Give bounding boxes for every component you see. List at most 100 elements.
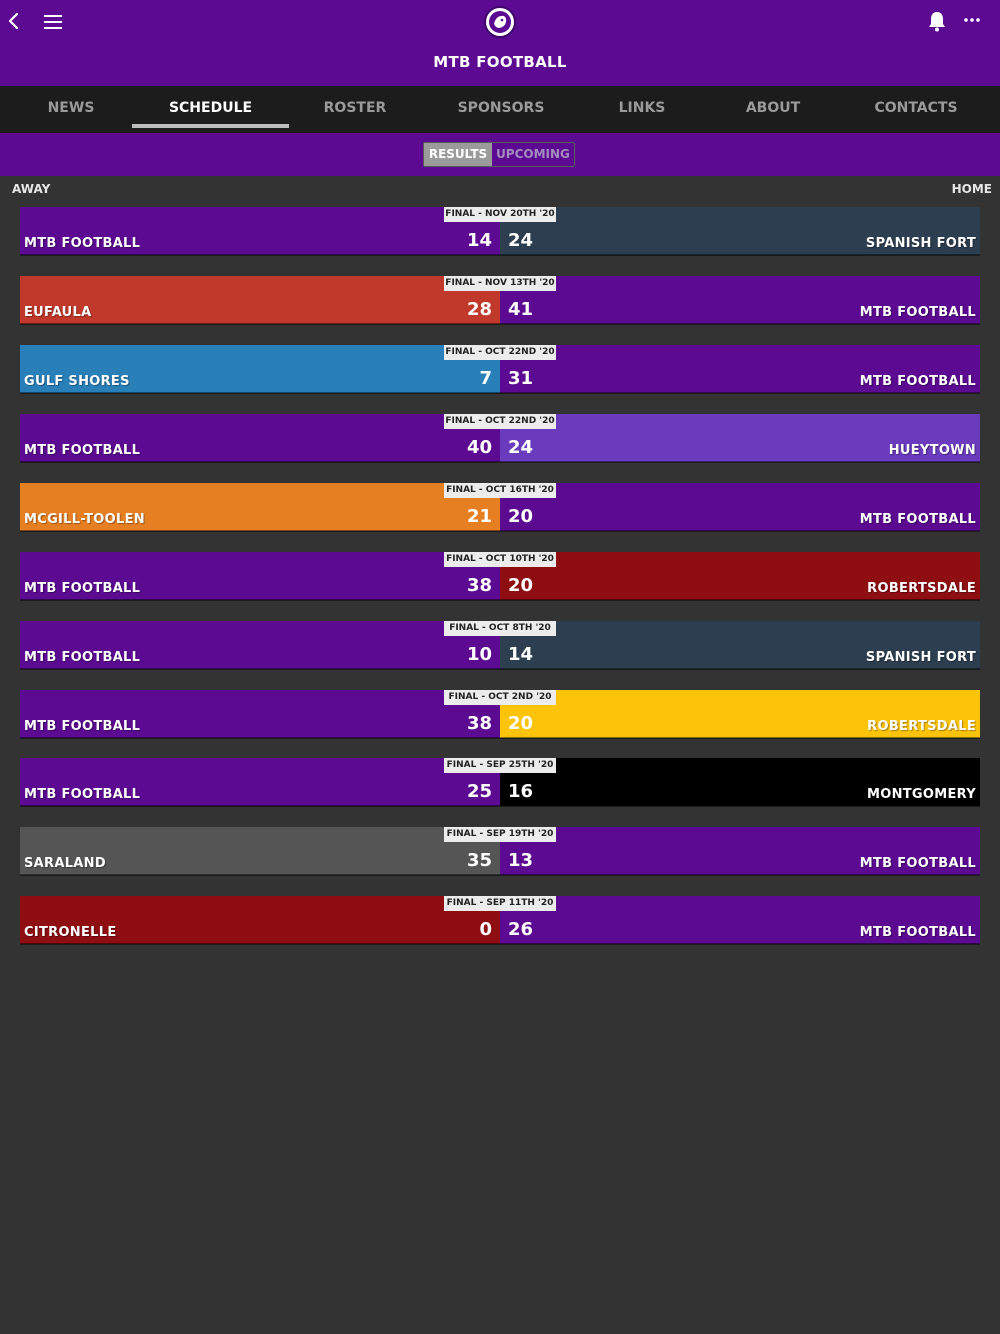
section-tabs: NEWS SCHEDULE ROSTER SPONSORS LINKS ABOU… (0, 86, 1000, 133)
hamburger-menu-icon[interactable] (40, 10, 66, 34)
game-status-badge: FINAL - OCT 16TH '20 (444, 483, 556, 498)
row-divider (20, 599, 980, 601)
home-team-panel: 20 ROBERTSDALE (500, 552, 980, 600)
away-score: 10 (466, 644, 492, 665)
home-team-panel: 41 MTB FOOTBALL (500, 276, 980, 324)
home-team-panel: 24 HUEYTOWN (500, 414, 980, 462)
away-score: 25 (466, 781, 492, 802)
home-score: 26 (508, 919, 534, 940)
home-team-name: MONTGOMERY (867, 787, 976, 802)
home-team-name: MTB FOOTBALL (859, 925, 976, 940)
home-score: 16 (508, 781, 534, 802)
game-row[interactable]: MTB FOOTBALL 14 24 SPANISH FORT FINAL - NO… (20, 207, 980, 256)
away-team-name: MTB FOOTBALL (24, 236, 141, 251)
away-team-name: CITRONELLE (24, 925, 117, 940)
game-row[interactable]: CITRONELLE 0 26 MTB FOOTBALL FINAL - SEP 1… (20, 896, 980, 945)
home-score: 20 (508, 713, 534, 734)
game-row[interactable]: SARALAND 35 13 MTB FOOTBALL FINAL - SEP 19… (20, 827, 980, 876)
tab-label: SCHEDULE (168, 100, 253, 116)
home-team-panel: 16 MONTGOMERY (500, 758, 980, 806)
tab-news[interactable]: NEWS (0, 86, 142, 133)
tab-label: ROSTER (323, 100, 387, 116)
home-team-panel: 20 MTB FOOTBALL (500, 483, 980, 531)
tab-label: LINKS (618, 100, 666, 116)
away-team-name: GULF SHORES (24, 374, 130, 389)
home-score: 14 (508, 644, 534, 665)
results-upcoming-bar: RESULTS UPCOMING (0, 133, 1000, 176)
upcoming-button[interactable]: UPCOMING (496, 147, 570, 161)
row-divider (20, 392, 980, 394)
game-status-badge: FINAL - OCT 22ND '20 (444, 414, 556, 429)
active-tab-indicator (132, 124, 289, 128)
home-team-panel: 31 MTB FOOTBALL (500, 345, 980, 393)
row-divider (20, 668, 980, 670)
tab-links[interactable]: LINKS (581, 86, 703, 133)
game-status-badge: FINAL - OCT 22ND '20 (444, 345, 556, 360)
away-team-panel: MCGILL-TOOLEN 21 (20, 483, 500, 531)
home-score: 20 (508, 575, 534, 596)
away-team-panel: SARALAND 35 (20, 827, 500, 875)
away-team-name: SARALAND (24, 856, 106, 871)
back-chevron-icon[interactable] (4, 8, 24, 36)
home-team-panel: 20 ROBERTSDALE (500, 690, 980, 738)
away-score: 14 (466, 230, 492, 251)
away-team-panel: CITRONELLE 0 (20, 896, 500, 944)
ellipsis-more-icon[interactable] (960, 9, 984, 33)
game-status-badge: FINAL - NOV 20TH '20 (444, 207, 556, 222)
row-divider (20, 805, 980, 807)
tab-roster[interactable]: ROSTER (289, 86, 421, 133)
away-score: 38 (466, 575, 492, 596)
top-app-bar: MTB FOOTBALL (0, 0, 1000, 86)
away-team-name: EUFAULA (24, 305, 92, 320)
home-column-label: HOME (951, 182, 992, 196)
row-divider (20, 737, 980, 739)
home-score: 13 (508, 850, 534, 871)
away-column-label: AWAY (12, 182, 51, 196)
tab-schedule[interactable]: SCHEDULE (132, 86, 289, 133)
lion-logo-icon (484, 6, 516, 38)
tab-about[interactable]: ABOUT (703, 86, 843, 133)
game-row[interactable]: MTB FOOTBALL 25 16 MONTGOMERY FINAL - SEP … (20, 758, 980, 807)
results-button[interactable]: RESULTS (424, 143, 492, 166)
game-status-badge: FINAL - OCT 10TH '20 (444, 552, 556, 567)
away-score: 40 (466, 437, 492, 458)
game-row[interactable]: MTB FOOTBALL 40 24 HUEYTOWN FINAL - OCT 22… (20, 414, 980, 463)
away-team-panel: MTB FOOTBALL 14 (20, 207, 500, 255)
home-score: 41 (508, 299, 534, 320)
home-team-panel: 26 MTB FOOTBALL (500, 896, 980, 944)
home-score: 24 (508, 230, 534, 251)
away-team-panel: MTB FOOTBALL 38 (20, 690, 500, 738)
tab-label: ABOUT (745, 100, 801, 116)
home-team-panel: 14 SPANISH FORT (500, 621, 980, 669)
game-row[interactable]: GULF SHORES 7 31 MTB FOOTBALL FINAL - OCT … (20, 345, 980, 394)
tab-label: CONTACTS (874, 100, 958, 116)
home-team-name: SPANISH FORT (865, 236, 976, 251)
home-team-name: MTB FOOTBALL (859, 856, 976, 871)
row-divider (20, 323, 980, 325)
away-team-name: MTB FOOTBALL (24, 581, 141, 596)
away-team-panel: MTB FOOTBALL 25 (20, 758, 500, 806)
home-team-name: MTB FOOTBALL (859, 305, 976, 320)
home-score: 20 (508, 506, 534, 527)
away-team-name: MTB FOOTBALL (24, 719, 141, 734)
tab-contacts[interactable]: CONTACTS (843, 86, 989, 133)
away-score: 38 (466, 713, 492, 734)
away-team-panel: MTB FOOTBALL 40 (20, 414, 500, 462)
game-row[interactable]: MCGILL-TOOLEN 21 20 MTB FOOTBALL FINAL - O… (20, 483, 980, 532)
game-row[interactable]: MTB FOOTBALL 10 14 SPANISH FORT FINAL - OC… (20, 621, 980, 670)
game-row[interactable]: MTB FOOTBALL 38 20 ROBERTSDALE FINAL - OCT… (20, 552, 980, 601)
tab-label: NEWS (47, 100, 95, 116)
game-row[interactable]: MTB FOOTBALL 38 20 ROBERTSDALE FINAL - OCT… (20, 690, 980, 739)
away-team-name: MCGILL-TOOLEN (24, 512, 145, 527)
game-row[interactable]: EUFAULA 28 41 MTB FOOTBALL FINAL - NOV 13T… (20, 276, 980, 325)
home-team-panel: 13 MTB FOOTBALL (500, 827, 980, 875)
home-team-name: HUEYTOWN (888, 443, 976, 458)
bell-icon[interactable] (926, 9, 948, 33)
away-team-panel: MTB FOOTBALL 38 (20, 552, 500, 600)
tab-sponsors[interactable]: SPONSORS (421, 86, 581, 133)
away-team-panel: GULF SHORES 7 (20, 345, 500, 393)
home-team-name: ROBERTSDALE (867, 581, 976, 596)
game-status-badge: FINAL - OCT 2ND '20 (444, 690, 556, 705)
away-team-name: MTB FOOTBALL (24, 650, 141, 665)
home-team-panel: 24 SPANISH FORT (500, 207, 980, 255)
